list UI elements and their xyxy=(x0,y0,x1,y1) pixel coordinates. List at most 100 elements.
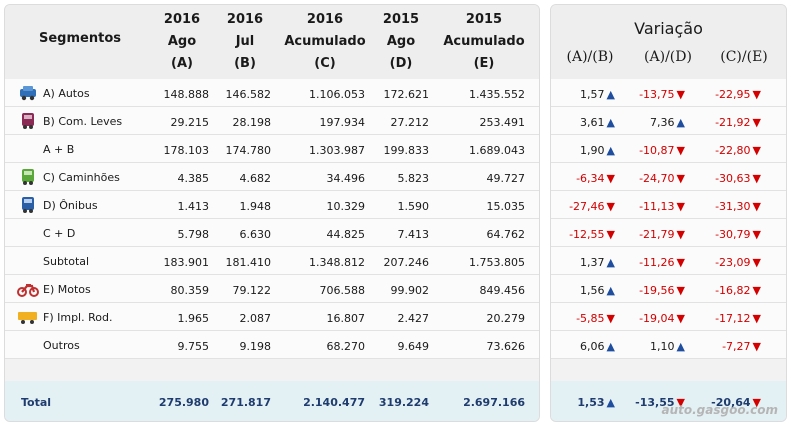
value-cell: 44.825 xyxy=(326,228,366,241)
arrow-up-icon: ▲ xyxy=(606,116,615,129)
variation-value: 1,57 xyxy=(580,88,605,101)
arrow-down-icon: ▼ xyxy=(752,88,761,101)
arrow-down-icon: ▼ xyxy=(752,200,761,213)
variation-value: -11,26 xyxy=(639,256,675,269)
column-header-code: (B) xyxy=(234,56,256,71)
variation-value: -30,63 xyxy=(715,172,751,185)
value-cell: 64.762 xyxy=(486,228,526,241)
table-row: A) Autos 148.888 146.582 1.106.053 172.621 1.… xyxy=(5,79,539,107)
arrow-down-icon: ▼ xyxy=(606,312,615,325)
motorcycle-icon xyxy=(17,279,39,299)
value-cell: 79.122 xyxy=(232,284,272,297)
segment-cell: A) Autos xyxy=(17,79,153,107)
column-header-b: 2016 Jul (B) xyxy=(215,9,275,75)
variation-value: -19,04 xyxy=(639,312,675,325)
value-cell: 174.780 xyxy=(225,144,272,157)
segment-cell: C) Caminhões xyxy=(17,163,153,191)
variation-cell: -22,80 ▼ xyxy=(697,135,761,163)
column-header-a: 2016 Ago (A) xyxy=(151,9,213,75)
variation-value: 1,10 xyxy=(650,340,675,353)
arrow-down-icon: ▼ xyxy=(752,312,761,325)
variation-cell: 1,37 ▲ xyxy=(551,247,615,275)
segment-label: E) Motos xyxy=(43,282,91,296)
total-value-d: 319.224 xyxy=(378,396,429,409)
value-cell: 10.329 xyxy=(326,200,366,213)
segment-label: Subtotal xyxy=(43,254,90,268)
variation-cell: -13,75 ▼ xyxy=(621,79,685,107)
value-cell: 5.823 xyxy=(397,172,430,185)
arrow-down-icon: ▼ xyxy=(676,144,685,157)
variation-cell: -11,13 ▼ xyxy=(621,191,685,219)
variation-value: 7,36 xyxy=(650,116,675,129)
variation-row: 3,61 ▲ 7,36 ▲ -21,92 ▼ xyxy=(551,107,786,135)
variation-value: -7,27 xyxy=(722,340,751,353)
variation-cell: -30,63 ▼ xyxy=(697,163,761,191)
segment-label: B) Com. Leves xyxy=(43,114,123,128)
variation-value: -30,79 xyxy=(715,228,751,241)
table-row: C) Caminhões 4.385 4.682 34.496 5.823 49.727 xyxy=(5,163,539,191)
data-table-panel: Segmentos 2016 Ago (A) 2016 Jul (B) 2016… xyxy=(4,4,540,422)
variation-cell: -27,46 ▼ xyxy=(551,191,615,219)
variation-value: 1,37 xyxy=(580,256,605,269)
segment-cell: F) Impl. Rod. xyxy=(17,303,153,331)
arrow-up-icon: ▲ xyxy=(606,256,615,269)
truck-icon xyxy=(17,167,39,187)
column-header-period: Acumulado xyxy=(443,34,525,49)
table-header: Segmentos 2016 Ago (A) 2016 Jul (B) 2016… xyxy=(5,5,539,79)
value-cell: 73.626 xyxy=(486,340,526,353)
value-cell: 148.888 xyxy=(163,88,210,101)
value-cell: 2.427 xyxy=(397,312,430,325)
value-cell: 1.948 xyxy=(239,200,272,213)
value-cell: 80.359 xyxy=(170,284,210,297)
variation-row: 1,37 ▲ -11,26 ▼ -23,09 ▼ xyxy=(551,247,786,275)
variation-cell: 1,57 ▲ xyxy=(551,79,615,107)
variation-value: -6,34 xyxy=(576,172,605,185)
arrow-down-icon: ▼ xyxy=(606,200,615,213)
column-header-period: Ago xyxy=(167,34,197,49)
table-row: F) Impl. Rod. 1.965 2.087 16.807 2.427 20.279 xyxy=(5,303,539,331)
column-header-period: Ago xyxy=(386,34,416,49)
arrow-down-icon: ▼ xyxy=(676,88,685,101)
value-cell: 1.303.987 xyxy=(309,144,365,157)
value-cell: 1.590 xyxy=(397,200,430,213)
value-cell: 1.435.552 xyxy=(469,88,525,101)
value-cell: 9.649 xyxy=(397,340,430,353)
value-cell: 849.456 xyxy=(479,284,526,297)
value-cell: 34.496 xyxy=(326,172,366,185)
arrow-down-icon: ▼ xyxy=(676,396,685,409)
value-cell: 27.212 xyxy=(390,116,430,129)
variation-value: -27,46 xyxy=(569,200,605,213)
value-cell: 4.385 xyxy=(177,172,210,185)
segment-label: C) Caminhões xyxy=(43,170,120,184)
variation-cell: -17,12 ▼ xyxy=(697,303,761,331)
segment-cell: A + B xyxy=(17,135,153,163)
value-cell: 4.682 xyxy=(239,172,272,185)
value-cell: 207.246 xyxy=(383,256,430,269)
arrow-down-icon: ▼ xyxy=(676,312,685,325)
variation-value: -11,13 xyxy=(639,200,675,213)
column-header-year: 2016 xyxy=(163,12,201,27)
column-header-c: 2016 Acumulado (C) xyxy=(279,9,371,75)
arrow-down-icon: ▼ xyxy=(676,228,685,241)
arrow-down-icon: ▼ xyxy=(752,340,761,353)
variation-value: -12,55 xyxy=(569,228,605,241)
arrow-down-icon: ▼ xyxy=(752,172,761,185)
arrow-up-icon: ▲ xyxy=(676,340,685,353)
value-cell: 146.582 xyxy=(225,88,272,101)
column-header-year: 2016 xyxy=(306,12,344,27)
table-row: C + D 5.798 6.630 44.825 7.413 64.762 xyxy=(5,219,539,247)
value-cell: 28.198 xyxy=(232,116,272,129)
total-value-c: 2.140.477 xyxy=(303,396,365,409)
variation-panel: Variação (A)/(B) (A)/(D) (C)/(E) 1,57 ▲ -1… xyxy=(550,4,787,422)
variation-col-ad: (A)/(D) xyxy=(644,49,692,65)
segment-label: A) Autos xyxy=(43,86,90,100)
value-cell: 172.621 xyxy=(383,88,430,101)
arrow-down-icon: ▼ xyxy=(752,116,761,129)
variation-row: -12,55 ▼ -21,79 ▼ -30,79 ▼ xyxy=(551,219,786,247)
variation-body: 1,57 ▲ -13,75 ▼ -22,95 ▼ 3,61 ▲ 7,36 ▲ -21,92 ▼ 1,90… xyxy=(551,79,786,359)
variation-value: -16,82 xyxy=(715,284,751,297)
table-row: A + B 178.103 174.780 1.303.987 199.833 1.689… xyxy=(5,135,539,163)
segment-header: Segmentos xyxy=(39,31,121,46)
variation-value: -17,12 xyxy=(715,312,751,325)
watermark: auto.gasgoo.com xyxy=(661,403,778,417)
